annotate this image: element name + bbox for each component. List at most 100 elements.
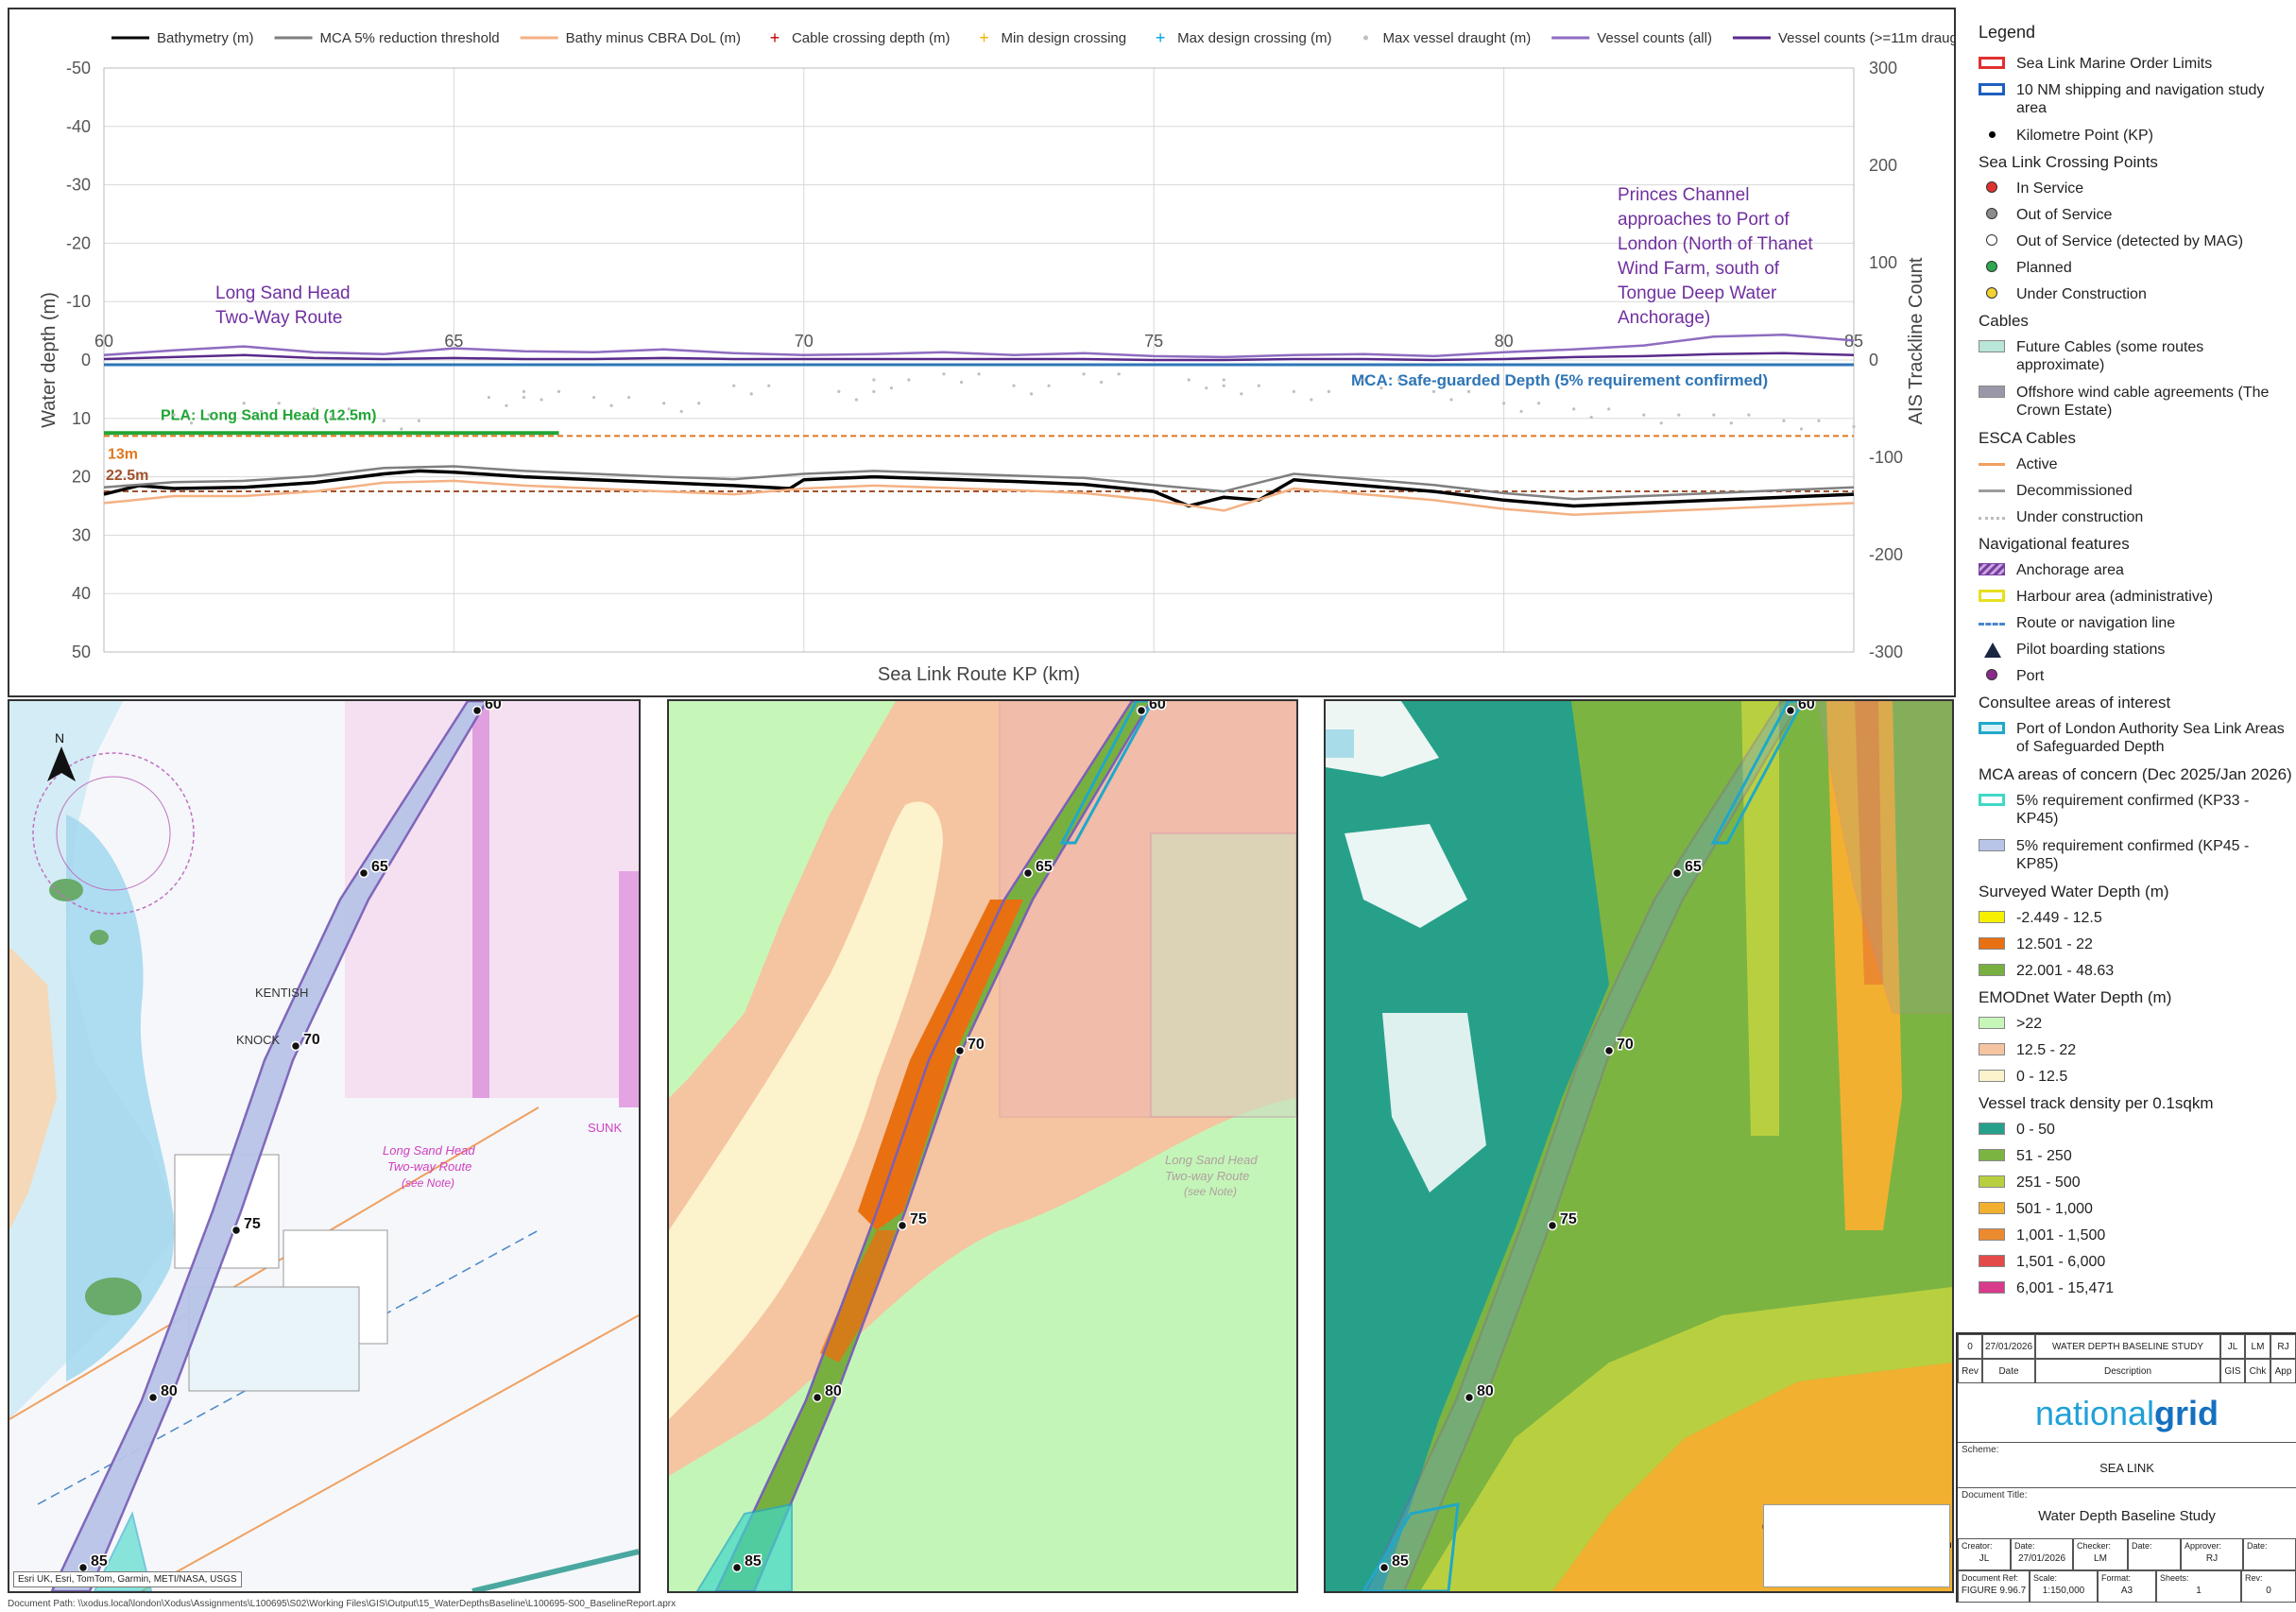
kp-dot — [812, 1392, 823, 1403]
pla-safeguarded-area — [1059, 701, 1155, 845]
anchorage-area — [345, 701, 639, 1098]
vessel-draught-point — [609, 403, 613, 407]
revision-cell: RJ — [2270, 1334, 2296, 1359]
legend-label: Vessel counts (all) — [1597, 30, 1712, 46]
vessel-draught-point — [1502, 402, 1506, 405]
signoff-cell-value: JL — [1979, 1553, 1990, 1564]
vessel-draught-point — [662, 402, 666, 405]
legend-item-label: Route or navigation line — [2016, 615, 2176, 631]
legend-swatch — [1979, 964, 2005, 976]
vessel-draught-point — [312, 407, 316, 411]
density-251-500 — [1420, 1287, 1952, 1591]
legend-item-label: 0 - 12.5 — [2016, 1069, 2068, 1085]
legend-item-label: Out of Service — [2016, 207, 2113, 223]
pla-safeguarded-area — [1710, 701, 1805, 845]
legend-item-label: Anchorage area — [2016, 562, 2124, 578]
x-tick-label: 80 — [1495, 332, 1514, 351]
legend-label: Bathymetry (m) — [157, 30, 254, 46]
vessel-draught-point — [1362, 378, 1366, 382]
docref-cell-label: Document Ref: — [1962, 1573, 2019, 1583]
legend-group-heading: Sea Link Crossing Points — [1979, 153, 2158, 171]
drying-bank — [49, 879, 83, 901]
legend-swatch — [1986, 287, 1997, 299]
sea-link-route-corridor[interactable] — [1364, 701, 1802, 1591]
vessel-draught-point — [1852, 424, 1856, 429]
vessel-draught-point — [591, 395, 596, 400]
vessel-draught-point — [1747, 413, 1751, 417]
legend-swatch — [1979, 794, 2005, 806]
nautical-chart-map[interactable]: KENTISH KNOCK Long Sand Head Two-way Rou… — [8, 699, 641, 1593]
docref-cell-label: Rev: — [2245, 1573, 2263, 1583]
water-depth-map[interactable]: Long Sand Head Two-way Route (see Note) … — [667, 699, 1298, 1593]
y-tick-label: 10 — [72, 409, 91, 428]
vessel-draught-point — [1082, 372, 1086, 376]
series-line-2 — [103, 479, 1855, 517]
legend-swatch: + — [979, 28, 989, 47]
sea-link-route-corridor[interactable] — [50, 701, 488, 1591]
vessel-draught-point — [732, 384, 736, 387]
legend-item-label: 0 - 50 — [2016, 1122, 2055, 1138]
y2-tick-label: 100 — [1869, 253, 1897, 272]
vessel-draught-point — [1257, 384, 1260, 387]
legend-item-label: 51 - 250 — [2016, 1148, 2072, 1164]
kp-label: 65 — [371, 859, 388, 875]
vessel-draught-point — [1327, 389, 1330, 393]
legend-group-heading: Vessel track density per 0.1sqkm — [1979, 1094, 2214, 1112]
shallow-area — [1326, 729, 1354, 758]
kp-label: 60 — [1798, 701, 1815, 712]
map2-svg: Long Sand Head Two-way Route (see Note) … — [669, 701, 1296, 1591]
legend-swatch — [1979, 489, 2005, 492]
docref-cell: Format: A3 — [2098, 1570, 2156, 1603]
docref-cell-value: 0 — [2266, 1586, 2271, 1596]
legend-item-label: Port of London Authority Sea Link Areas … — [2016, 721, 2285, 755]
legend-group-heading: Navigational features — [1979, 535, 2130, 553]
compass-rose — [32, 752, 195, 915]
kp-dot — [1464, 1392, 1475, 1403]
vessel-draught-point — [522, 395, 526, 400]
legend-label: Max vessel draught (m) — [1383, 30, 1532, 46]
legend-swatch — [1979, 463, 2005, 466]
kp-label: 70 — [303, 1032, 320, 1048]
legend-item-label: Out of Service (detected by MAG) — [2016, 233, 2244, 249]
revision-cell: WATER DEPTH BASELINE STUDY — [2035, 1334, 2220, 1359]
kp-label: 85 — [745, 1553, 762, 1569]
legend-item-label: 12.5 - 22 — [2016, 1042, 2077, 1058]
docref-cell-label: Scale: — [2033, 1573, 2058, 1583]
legend-swatch — [1979, 386, 2005, 398]
vessel-draught-point — [907, 378, 911, 382]
kp-label: 65 — [1685, 859, 1702, 875]
legend-swatch — [1979, 1123, 2005, 1135]
legend-swatch: + — [770, 28, 780, 47]
vessel-draught-point — [1240, 392, 1243, 396]
anchorage-boundary — [619, 871, 639, 1107]
density-251-500 — [1741, 701, 1779, 1136]
docref-cell-value: 1:150,000 — [2042, 1586, 2085, 1596]
kp-dot — [471, 705, 483, 716]
legend-item-label: Planned — [2016, 260, 2072, 276]
y-tick-label: 0 — [81, 351, 91, 369]
vessel-draught-point — [330, 415, 334, 420]
x-axis-label: Sea Link Route KP (km) — [878, 664, 1080, 685]
legend-item-label: In Service — [2016, 180, 2084, 197]
scheme-value: SEA LINK — [2099, 1461, 2154, 1475]
series-line-4 — [103, 352, 1855, 362]
y-tick-label: -10 — [66, 292, 91, 311]
chart-label-long-sand-head: Long Sand Head — [383, 1143, 475, 1158]
docref-cell: Sheets: 1 — [2156, 1570, 2241, 1603]
sea-link-route-corridor[interactable] — [714, 701, 1153, 1591]
vessel-draught-point — [207, 413, 211, 417]
legend-swatch — [1979, 83, 2005, 95]
density-1001-1500 — [1855, 701, 1883, 985]
kp-dot — [1136, 705, 1147, 716]
y-tick-label: 20 — [72, 468, 91, 487]
vessel-draught-point — [1012, 384, 1016, 387]
vessel-draught-point — [260, 409, 264, 413]
y-tick-label: -30 — [66, 176, 91, 195]
vessel-draught-point — [1396, 378, 1401, 382]
vessel-draught-point — [1047, 384, 1051, 387]
signoff-cell-value: LM — [2094, 1553, 2107, 1564]
map1-svg: KENTISH KNOCK Long Sand Head Two-way Rou… — [9, 701, 639, 1591]
vessel-draught-point — [1222, 378, 1225, 382]
map-attribution: Esri UK, Esri, TomTom, Garmin, METI/NASA… — [13, 1571, 242, 1587]
